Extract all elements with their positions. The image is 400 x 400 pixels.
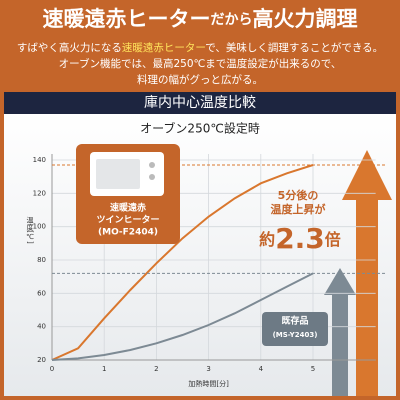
arrow-old xyxy=(324,268,356,396)
ratio-annotation: 約2.3倍 xyxy=(259,222,341,255)
intro-line: 料理の幅がグっと広がる。 xyxy=(137,73,263,86)
product-box-old xyxy=(262,312,328,346)
product-label: (MO-F2404) xyxy=(98,228,158,238)
product-label: 既存品 xyxy=(281,315,308,327)
y-tick-label: 40 xyxy=(37,323,46,331)
y-tick-label: 100 xyxy=(33,223,46,231)
ratio-part: 2.3 xyxy=(275,222,325,255)
chart-subtitle: オーブン250℃設定時 xyxy=(140,121,260,136)
y-tick-label: 80 xyxy=(37,256,46,264)
intro-line: すばやく高火力になる速暖遠赤ヒーターで、美味しく調理することができる。 xyxy=(17,41,383,54)
intro-text: で、美味しく調理することができる。 xyxy=(205,41,383,54)
x-tick-label: 0 xyxy=(50,365,54,373)
intro-line: オーブン機能では、最高250℃まで温度設定が出来るので、 xyxy=(59,57,342,70)
x-tick-label: 3 xyxy=(206,365,210,373)
x-tick-label: 5 xyxy=(311,365,315,373)
y-tick-label: 60 xyxy=(37,289,46,297)
y-axis-label: 温度[℃] xyxy=(26,215,34,244)
product-label: ツインヒーター xyxy=(96,214,159,226)
x-tick-label: 4 xyxy=(259,365,264,373)
x-tick-label: 2 xyxy=(154,365,158,373)
ratio-part: 倍 xyxy=(325,230,341,249)
annotation-line: 温度上昇が xyxy=(271,202,326,216)
microwave-window xyxy=(96,159,140,189)
title-part: だから xyxy=(211,12,253,28)
title: 速暖遠赤ヒーターだから高火力調理 xyxy=(43,7,358,31)
series-line xyxy=(51,272,314,361)
ratio-part: 約 xyxy=(259,230,275,249)
plot: 20 40 60 80 100 120 140 0 1 2 3 4 5 加熱時間[分] 温度[℃] xyxy=(26,154,386,388)
section-title: 庫内中心温度比較 xyxy=(144,94,256,111)
annotation-line: 5分後の xyxy=(278,188,319,202)
y-tick-label: 20 xyxy=(37,356,46,364)
microwave-knob xyxy=(149,174,155,180)
section-bar xyxy=(4,92,396,114)
intro-text: すばやく高火力になる xyxy=(17,41,122,54)
chart-panel xyxy=(4,112,396,396)
x-axis-label: 加熱時間[分] xyxy=(188,379,229,388)
x-tick-label: 1 xyxy=(102,365,106,373)
series-line xyxy=(51,164,314,361)
title-part: 高火力調理 xyxy=(253,7,358,31)
y-tick-label: 140 xyxy=(33,156,46,164)
y-tick-label: 120 xyxy=(33,189,46,197)
product-label: 速暖遠赤 xyxy=(110,202,146,214)
product-label: (MS-Y2403) xyxy=(273,331,318,339)
title-part: 速暖遠赤ヒーター xyxy=(43,7,211,31)
microwave-knob xyxy=(149,162,155,168)
intro-highlight: 速暖遠赤ヒーター xyxy=(122,41,205,54)
